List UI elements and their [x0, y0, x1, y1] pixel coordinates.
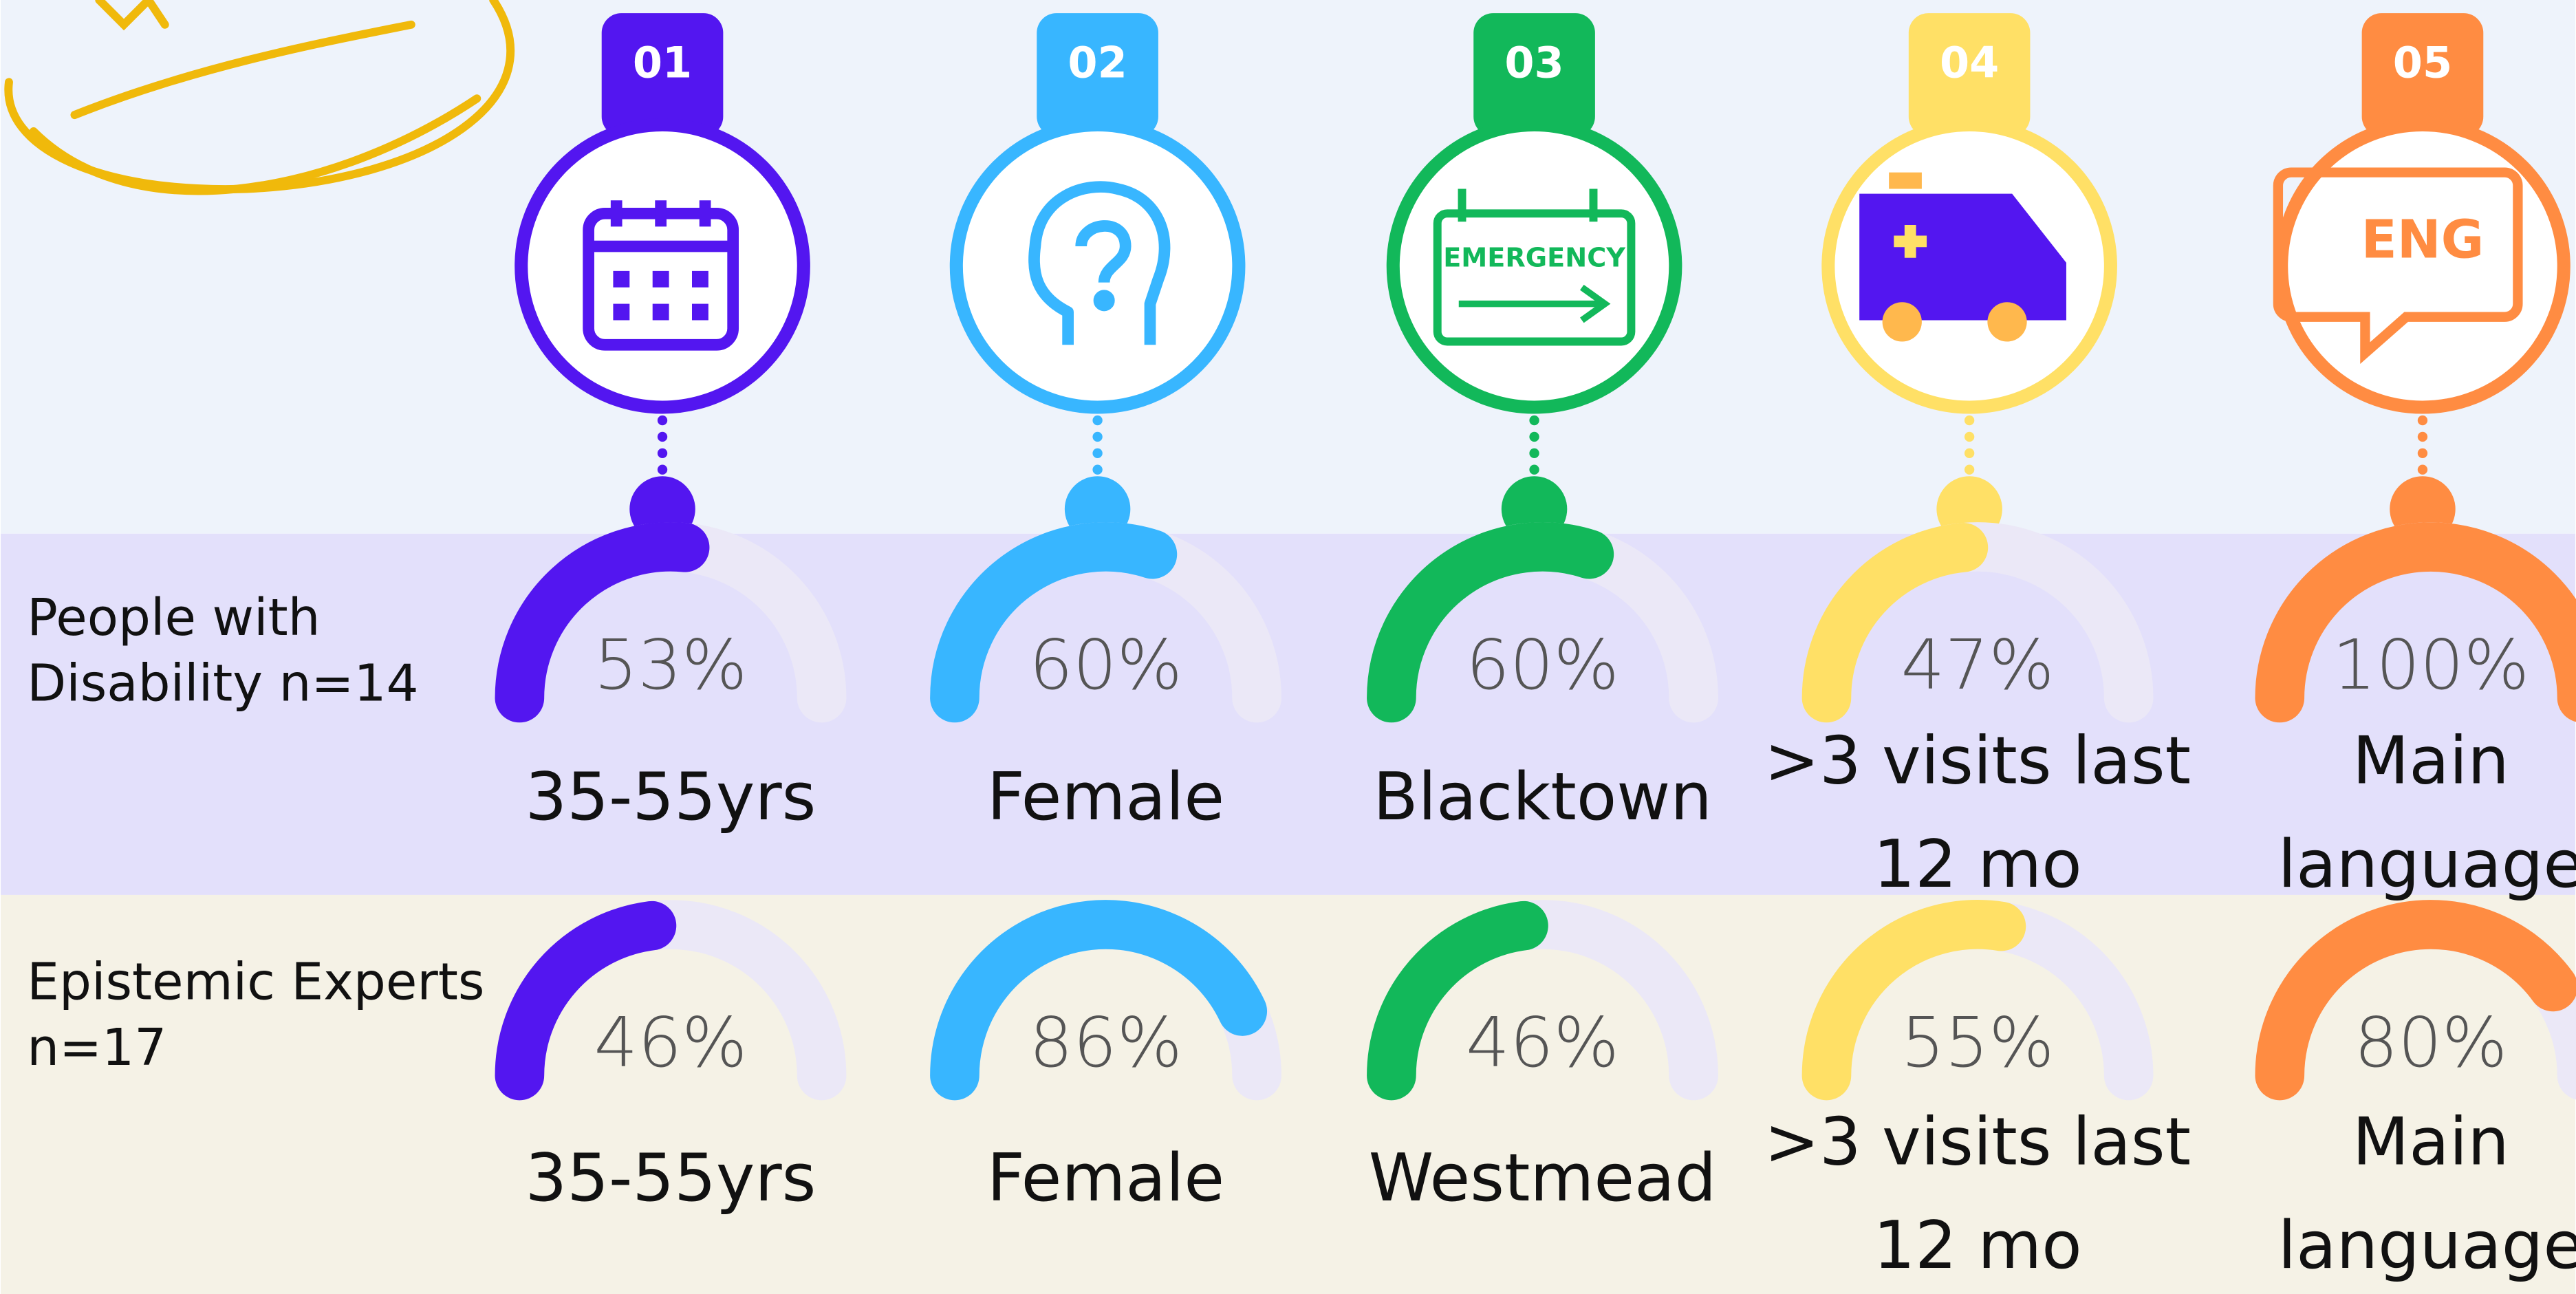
icon-circle: [521, 125, 804, 407]
row-label: Epistemic Experts: [27, 953, 484, 1012]
gauge-value: 46%: [1466, 1002, 1619, 1083]
row-label: Disability n=14: [27, 654, 418, 713]
item-label: >3 visits last: [1764, 722, 2191, 799]
item-label: Main: [2352, 722, 2509, 799]
row-label: n=17: [27, 1018, 166, 1077]
item-label: Blacktown: [1373, 758, 1712, 835]
number-label: 02: [1068, 38, 1127, 88]
row-band: [1, 534, 2575, 895]
icon-text: EMERGENCY: [1443, 244, 1626, 274]
gauge-value: 86%: [1029, 1002, 1182, 1083]
gauge-value: 55%: [1901, 1002, 2055, 1083]
page: {"columns":[ {"number":"01","color":"#53…: [0, 0, 2576, 1294]
item-label: 12 mo: [1873, 826, 2081, 903]
infographic: 01 02 03 04 05 EMERGENCY ENG People with Disa…: [0, 0, 2576, 1294]
item-label: >3 visits last: [1764, 1103, 2191, 1180]
item-label: Female: [987, 1139, 1224, 1216]
gauge-value: 53%: [594, 625, 748, 705]
row-label: People with: [27, 588, 320, 647]
item-label: 12 mo: [1873, 1207, 2081, 1284]
gauge-value: 60%: [1466, 625, 1619, 705]
number-label: 01: [633, 38, 692, 88]
item-label: language: [2278, 826, 2576, 903]
item-label: 35-55yrs: [526, 1139, 816, 1216]
gauge-value: 46%: [594, 1002, 748, 1083]
item-label: Female: [987, 758, 1224, 835]
gauge-value: 100%: [2333, 625, 2530, 705]
header-band: [1, 0, 2575, 534]
icon-text: ENG: [2361, 209, 2485, 270]
icon-circle: [956, 125, 1239, 407]
item-label: 35-55yrs: [526, 758, 816, 835]
item-label: language: [2278, 1207, 2576, 1284]
item-label: Westmead: [1369, 1139, 1717, 1216]
gauge-value: 47%: [1901, 625, 2055, 705]
number-label: 05: [2393, 38, 2452, 88]
number-label: 03: [1504, 38, 1563, 88]
item-label: Main: [2352, 1103, 2509, 1180]
gauge-value: 80%: [2354, 1002, 2507, 1083]
gauge-value: 60%: [1029, 625, 1182, 705]
number-label: 04: [1940, 38, 1999, 88]
